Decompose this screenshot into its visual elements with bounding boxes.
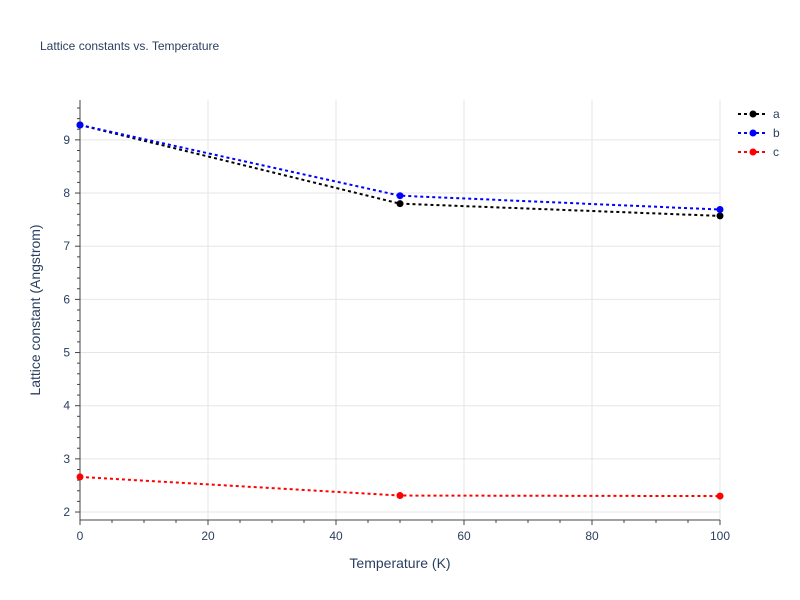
x-tick-label: 20 xyxy=(201,529,215,543)
x-axis-title: Temperature (K) xyxy=(349,555,450,571)
y-tick-label: 7 xyxy=(63,239,70,253)
data-point xyxy=(716,206,724,214)
x-tick-label: 0 xyxy=(77,529,84,543)
y-tick-label: 6 xyxy=(63,292,70,306)
series-c xyxy=(76,473,724,500)
grid xyxy=(80,100,721,520)
series-line xyxy=(79,124,721,217)
legend-item-c[interactable]: c xyxy=(738,145,779,159)
y-tick-label: 2 xyxy=(63,505,70,519)
y-tick-label: 5 xyxy=(63,346,70,360)
y-axis-title: Lattice constant (Angstrom) xyxy=(27,224,43,395)
y-tick-label: 4 xyxy=(63,399,70,413)
legend-marker xyxy=(749,110,757,118)
data-point xyxy=(396,192,404,200)
x-tick-label: 40 xyxy=(329,529,343,543)
data-point xyxy=(76,121,84,129)
x-tick-label: 60 xyxy=(457,529,471,543)
legend[interactable]: abc xyxy=(738,107,780,159)
y-tick-label: 3 xyxy=(63,452,70,466)
data-point xyxy=(716,212,724,220)
legend-label: c xyxy=(773,145,779,159)
legend-marker xyxy=(749,148,757,156)
series-layer xyxy=(76,121,724,500)
data-point xyxy=(396,492,404,500)
chart-title: Lattice constants vs. Temperature xyxy=(40,39,220,53)
y-tick-label: 8 xyxy=(63,186,70,200)
axes xyxy=(75,100,721,525)
data-point xyxy=(76,473,84,481)
series-b xyxy=(76,121,724,214)
x-tick-label: 100 xyxy=(710,529,730,543)
series-line xyxy=(79,124,721,211)
legend-item-b[interactable]: b xyxy=(738,126,780,140)
legend-marker xyxy=(749,129,757,137)
legend-label: b xyxy=(773,126,780,140)
data-point xyxy=(716,492,724,500)
legend-item-a[interactable]: a xyxy=(738,107,780,121)
y-tick-label: 9 xyxy=(63,133,70,147)
x-tick-label: 80 xyxy=(585,529,599,543)
legend-label: a xyxy=(773,107,780,121)
x-tick-labels: 0 20 40 60 80 100 xyxy=(77,529,731,543)
y-tick-labels: 2 3 4 5 6 7 8 9 xyxy=(63,133,70,519)
data-point xyxy=(396,200,404,208)
